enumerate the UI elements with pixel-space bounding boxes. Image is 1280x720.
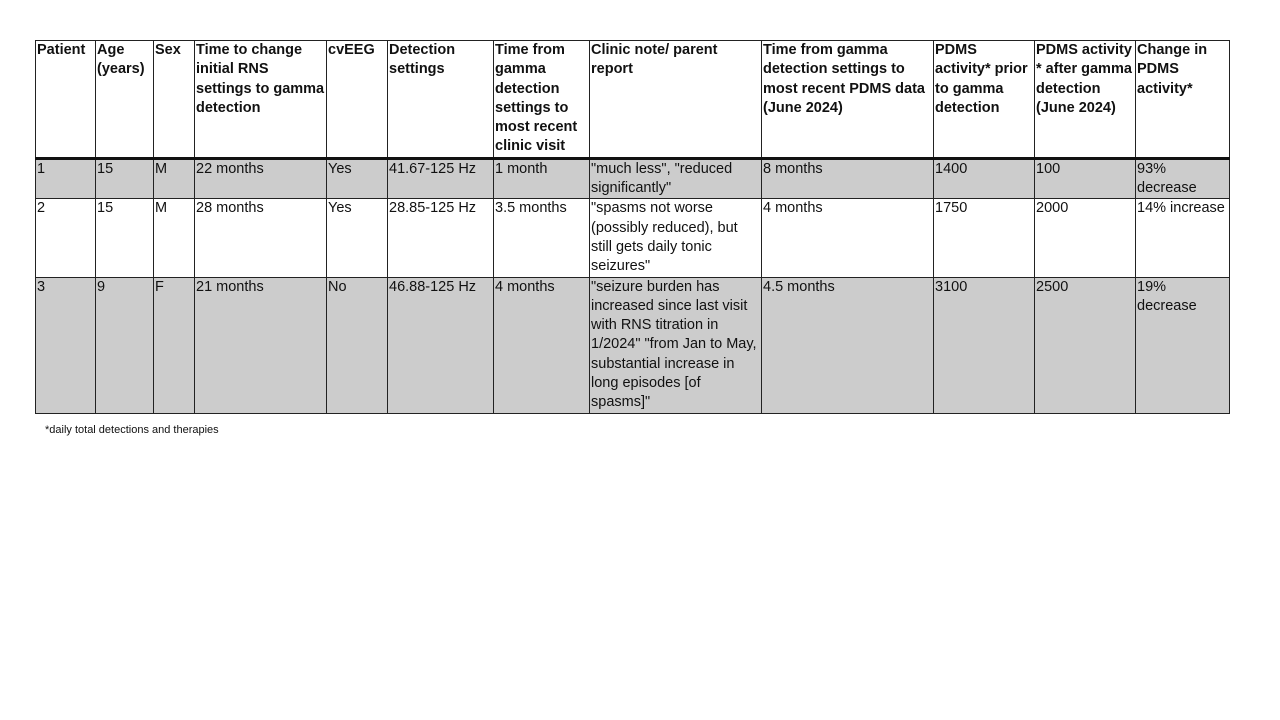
cell: 46.88-125 Hz [387, 276, 494, 414]
cell: 1 [35, 157, 96, 200]
header-time-to-change: Time to change initial RNS settings to g… [194, 40, 327, 160]
header-patient: Patient [35, 40, 96, 160]
header-clinic-note: Clinic note/ parent report [589, 40, 762, 160]
cell: 93% decrease [1135, 157, 1230, 200]
cell: 14% increase [1135, 198, 1230, 278]
footnote: *daily total detections and therapies [45, 424, 219, 436]
header-detection-settings: Detection settings [387, 40, 494, 160]
header-age: Age (years) [95, 40, 154, 160]
cell: 3.5 months [493, 198, 590, 278]
header-pdms-change: Change in PDMS activity* [1135, 40, 1230, 160]
header-pdms-after: PDMS activity * after gamma detection (J… [1034, 40, 1136, 160]
cell: 2000 [1034, 198, 1136, 278]
header-row: Patient Age (years) Sex Time to change i… [35, 40, 1230, 160]
header-time-to-pdms: Time from gamma detection settings to mo… [761, 40, 934, 160]
cell: "seizure burden has increased since last… [589, 276, 762, 414]
table-row: 2 15 M 28 months Yes 28.85-125 Hz 3.5 mo… [35, 198, 1230, 278]
header-time-to-clinic-visit: Time from gamma detection settings to mo… [493, 40, 590, 160]
cell: M [153, 198, 195, 278]
cell: "much less", "reduced significantly" [589, 157, 762, 200]
header-pdms-prior: PDMS activity* prior to gamma detection [933, 40, 1035, 160]
cell: No [326, 276, 388, 414]
cell: 9 [95, 276, 154, 414]
cell: 19% decrease [1135, 276, 1230, 414]
patient-results-table: Patient Age (years) Sex Time to change i… [35, 40, 1230, 414]
cell: F [153, 276, 195, 414]
cell: 21 months [194, 276, 327, 414]
cell: 4 months [493, 276, 590, 414]
cell: 3 [35, 276, 96, 414]
cell: 1400 [933, 157, 1035, 200]
header-cveeg: cvEEG [326, 40, 388, 160]
cell: 1 month [493, 157, 590, 200]
cell: 15 [95, 157, 154, 200]
cell: 28 months [194, 198, 327, 278]
cell: 2 [35, 198, 96, 278]
cell: 8 months [761, 157, 934, 200]
cell: 1750 [933, 198, 1035, 278]
table-row: 1 15 M 22 months Yes 41.67-125 Hz 1 mont… [35, 157, 1230, 200]
cell: M [153, 157, 195, 200]
header-sex: Sex [153, 40, 195, 160]
cell: 100 [1034, 157, 1136, 200]
cell: Yes [326, 157, 388, 200]
cell: "spasms not worse (possibly reduced), bu… [589, 198, 762, 278]
cell: 2500 [1034, 276, 1136, 414]
cell: 3100 [933, 276, 1035, 414]
cell: 22 months [194, 157, 327, 200]
cell: 41.67-125 Hz [387, 157, 494, 200]
cell: 15 [95, 198, 154, 278]
cell: Yes [326, 198, 388, 278]
cell: 4.5 months [761, 276, 934, 414]
cell: 4 months [761, 198, 934, 278]
cell: 28.85-125 Hz [387, 198, 494, 278]
table-row: 3 9 F 21 months No 46.88-125 Hz 4 months… [35, 276, 1230, 414]
